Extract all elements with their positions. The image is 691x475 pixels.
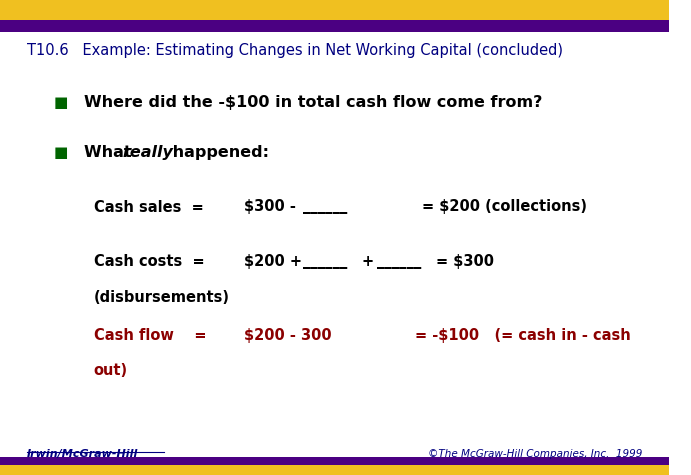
Text: Cash sales  =: Cash sales = bbox=[94, 200, 203, 215]
Text: (disbursements): (disbursements) bbox=[94, 290, 229, 305]
FancyBboxPatch shape bbox=[0, 457, 669, 465]
Text: ______: ______ bbox=[377, 254, 421, 269]
Text: really: really bbox=[122, 145, 173, 160]
FancyBboxPatch shape bbox=[0, 20, 669, 32]
Text: $300 -: $300 - bbox=[244, 200, 296, 215]
Text: ©The McGraw-Hill Companies, Inc.  1999: ©The McGraw-Hill Companies, Inc. 1999 bbox=[428, 449, 643, 459]
Text: = $200 (collections): = $200 (collections) bbox=[422, 200, 587, 215]
Text: Cash costs  =: Cash costs = bbox=[94, 254, 205, 269]
Text: $200 - 300: $200 - 300 bbox=[244, 328, 332, 343]
Text: T10.6   Example: Estimating Changes in Net Working Capital (concluded): T10.6 Example: Estimating Changes in Net… bbox=[27, 43, 562, 58]
FancyBboxPatch shape bbox=[0, 0, 669, 21]
Text: = -$100   (= cash in - cash: = -$100 (= cash in - cash bbox=[415, 328, 631, 343]
Text: Cash flow    =: Cash flow = bbox=[94, 328, 206, 343]
Text: +: + bbox=[362, 254, 374, 269]
Text: ______: ______ bbox=[303, 200, 348, 215]
Text: ■: ■ bbox=[53, 145, 68, 160]
Text: out): out) bbox=[94, 363, 128, 379]
Text: = $300: = $300 bbox=[435, 254, 493, 269]
FancyBboxPatch shape bbox=[0, 465, 669, 475]
Text: ______: ______ bbox=[303, 254, 348, 269]
Text: $200 +: $200 + bbox=[244, 254, 302, 269]
Text: Where did the -$100 in total cash flow come from?: Where did the -$100 in total cash flow c… bbox=[84, 95, 542, 110]
Text: happened:: happened: bbox=[167, 145, 269, 160]
Text: Irwin/McGraw-Hill: Irwin/McGraw-Hill bbox=[27, 449, 138, 459]
Text: ■: ■ bbox=[53, 95, 68, 110]
Text: What: What bbox=[84, 145, 137, 160]
